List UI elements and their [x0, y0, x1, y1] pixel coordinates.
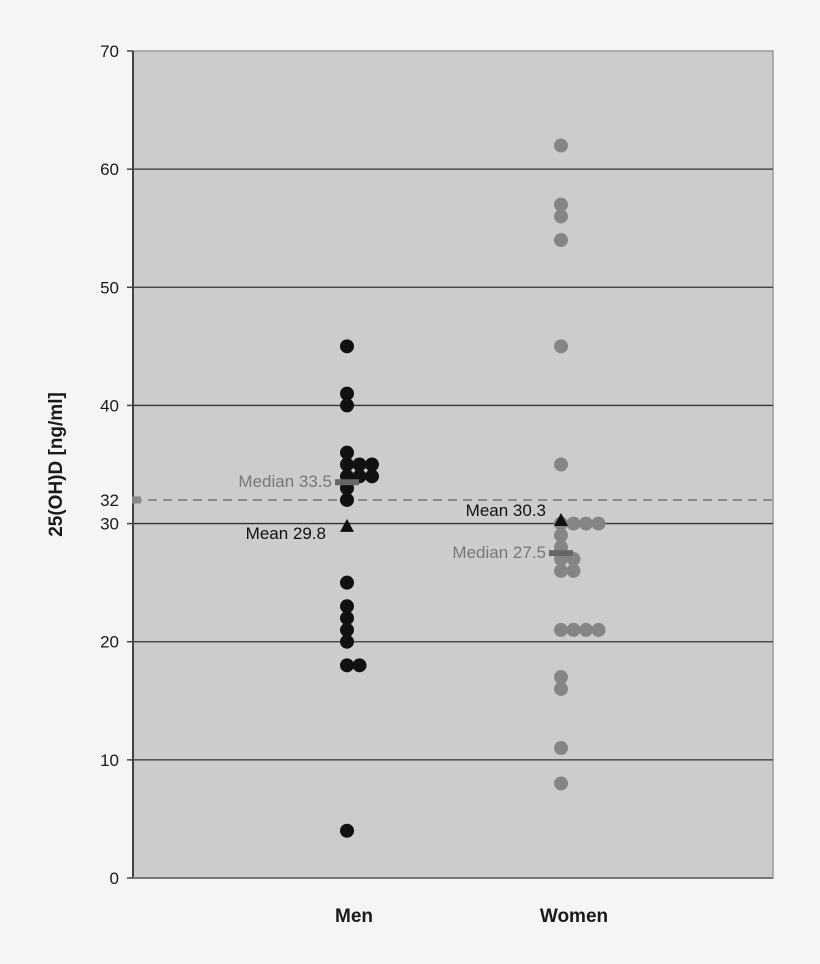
data-point: [566, 563, 581, 578]
men-mean-label: Mean 29.8: [246, 524, 326, 543]
data-point: [352, 457, 367, 472]
data-point: [365, 469, 379, 484]
mean-triangle-icon: [554, 513, 568, 527]
data-point: [340, 398, 354, 413]
data-point: [591, 622, 606, 637]
data-point: [554, 339, 568, 354]
y-tick-label: 60: [100, 160, 119, 179]
data-point: [554, 528, 568, 543]
y-tick-label: 40: [100, 396, 119, 415]
median-marker: [335, 479, 359, 486]
y-axis-ticks: 0 10 20 30 40 50 60 70: [100, 42, 133, 888]
y-tick-label: 0: [110, 869, 119, 888]
data-point: [554, 681, 568, 696]
data-point: [554, 209, 568, 224]
data-point: [340, 492, 354, 507]
data-point: [554, 138, 568, 153]
data-point: [340, 658, 354, 673]
data-point: [365, 457, 379, 472]
data-point: [340, 575, 354, 590]
data-point: [340, 634, 354, 649]
y-tick-label: 30: [100, 515, 119, 534]
data-point: [352, 658, 367, 673]
data-point: [340, 611, 354, 626]
plot-area: [132, 50, 774, 879]
data-point: [340, 445, 354, 460]
mean-triangle-icon: [340, 518, 354, 532]
reference-marker: [132, 496, 141, 504]
gridlines: [132, 51, 773, 879]
data-point: [554, 233, 568, 248]
category-label-men: Men: [335, 906, 373, 927]
data-point: [566, 622, 581, 637]
reference-label: 32: [100, 491, 119, 510]
data-point: [554, 563, 568, 578]
y-tick-label: 10: [100, 751, 119, 770]
data-point: [554, 741, 568, 756]
data-point: [340, 823, 354, 838]
data-point: [554, 457, 568, 472]
data-point: [579, 622, 593, 637]
data-point: [340, 339, 354, 354]
y-tick-label: 50: [100, 278, 119, 297]
data-point: [579, 516, 593, 531]
y-tick-label: 70: [100, 42, 119, 61]
data-point: [340, 622, 354, 637]
data-point: [554, 776, 568, 791]
data-point: [340, 386, 354, 401]
y-tick-label: 20: [100, 633, 119, 652]
data-point: [340, 457, 354, 472]
data-points: [340, 138, 606, 838]
median-marker: [549, 550, 573, 557]
data-point: [340, 599, 354, 614]
data-point: [554, 197, 568, 212]
summary-markers: [335, 479, 573, 557]
data-point: [566, 516, 581, 531]
y-axis-label: 25(OH)D [ng/ml]: [46, 392, 67, 537]
data-point: [591, 516, 606, 531]
category-label-women: Women: [540, 906, 608, 927]
data-point: [554, 622, 568, 637]
data-point: [554, 670, 568, 685]
women-mean-label: Mean 30.3: [466, 501, 546, 520]
men-median-label: Median 33.5: [238, 472, 332, 491]
women-median-label: Median 27.5: [452, 543, 546, 562]
